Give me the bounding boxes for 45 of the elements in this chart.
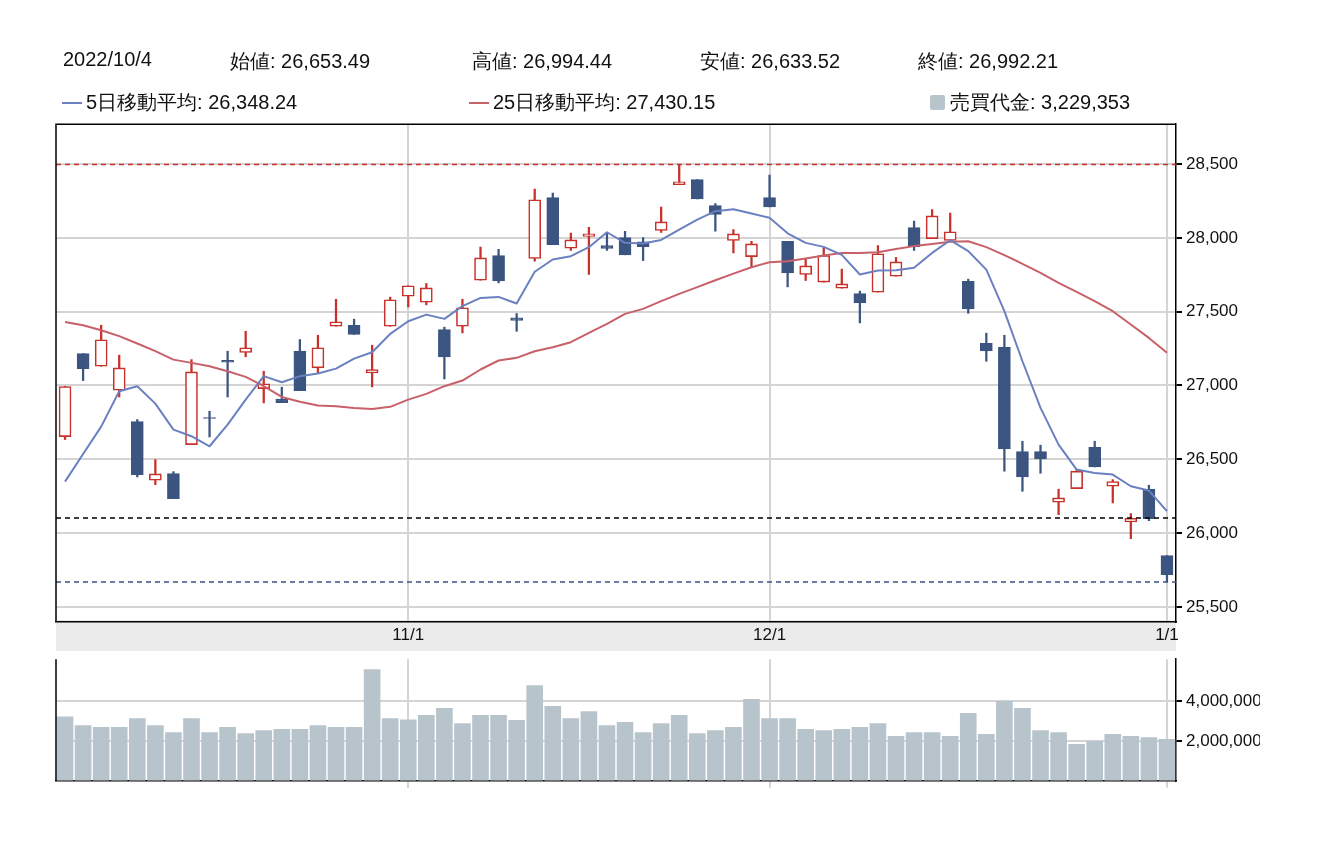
y-tick-label: 27,000: [1186, 375, 1238, 395]
candlestick: [1052, 488, 1065, 515]
bar: [905, 732, 923, 781]
x-tick-label: 1/1: [1155, 625, 1179, 645]
bar: [1158, 738, 1176, 781]
text: 始値: 26,653.49: [230, 49, 371, 74]
y-tick-label: 27,500: [1186, 301, 1238, 321]
bar: [309, 725, 327, 781]
bar: [345, 726, 363, 781]
bar: [92, 726, 110, 781]
bar: [1122, 735, 1140, 781]
y-tick-label: 26,000: [1186, 522, 1238, 542]
bar: [291, 728, 309, 781]
legend-label: 売買代金: 3,229,353: [950, 90, 1131, 115]
x-tick-label: 11/1: [392, 625, 425, 645]
candlestick: [221, 350, 234, 398]
bar: [1140, 737, 1158, 781]
bar: [923, 732, 941, 781]
bar: [363, 669, 381, 781]
bar: [327, 726, 345, 781]
bar: [652, 723, 670, 781]
bar: [56, 716, 74, 781]
bar: [580, 711, 598, 781]
bar: [74, 725, 92, 781]
y-tick-label: 25,500: [1186, 596, 1238, 616]
bar: [887, 735, 905, 781]
candlestick: [727, 229, 740, 254]
y-tick-label: 26,500: [1186, 448, 1238, 468]
legend-label: 5日移動平均: 26,348.24: [86, 90, 298, 115]
bar: [598, 725, 616, 781]
x-tick-label: 12/1: [753, 625, 787, 645]
text: 安値: 26,633.52: [700, 49, 841, 74]
bar: [851, 726, 869, 781]
y-tick-label: 28,500: [1186, 153, 1238, 173]
legend-label: 25日移動平均: 27,430.15: [493, 90, 716, 115]
bar: [634, 732, 652, 781]
candlestick: [1034, 444, 1047, 474]
bar: [562, 718, 580, 781]
y-tick-label: 28,000: [1186, 227, 1238, 247]
candlestick: [763, 174, 776, 208]
text: 2022/10/4: [63, 48, 152, 71]
text: 終値: 26,992.21: [918, 49, 1059, 74]
bar: [616, 721, 634, 781]
text: 高値: 26,994.44: [472, 49, 613, 74]
bar: [869, 723, 887, 781]
